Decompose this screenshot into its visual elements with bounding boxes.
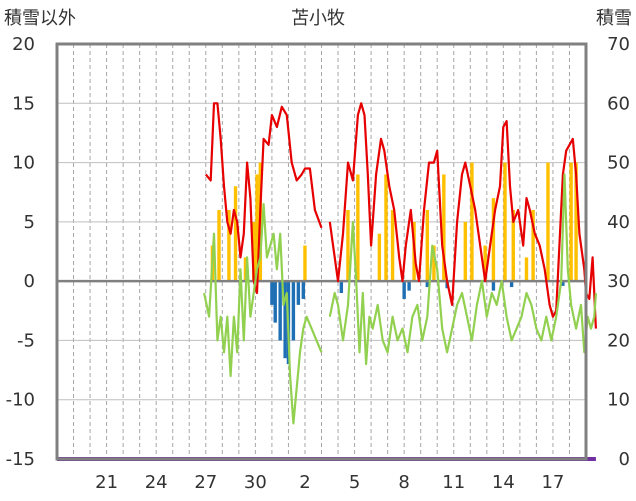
x-tick-label: 24 bbox=[145, 472, 168, 493]
right-tick-label: 40 bbox=[607, 212, 630, 233]
left-tick-label: -15 bbox=[6, 449, 35, 470]
left-tick-label: 5 bbox=[24, 212, 35, 233]
x-tick-label: 27 bbox=[194, 472, 217, 493]
x-tick-label: 21 bbox=[95, 472, 118, 493]
left-tick-label: -5 bbox=[17, 330, 35, 351]
bar bbox=[301, 281, 306, 299]
bar bbox=[511, 210, 515, 282]
left-tick-label: 10 bbox=[12, 153, 35, 174]
x-tick-label: 8 bbox=[398, 472, 409, 493]
bar bbox=[346, 210, 350, 282]
bar bbox=[296, 281, 301, 305]
bar bbox=[390, 210, 395, 282]
bar bbox=[384, 174, 388, 282]
max-line-segment bbox=[328, 102, 597, 329]
bar bbox=[432, 245, 436, 282]
bar bbox=[470, 162, 474, 282]
bar bbox=[303, 245, 307, 282]
right-tick-label: 30 bbox=[607, 271, 630, 292]
min-line-segment bbox=[328, 173, 597, 366]
bar bbox=[402, 281, 406, 299]
right-tick-label: 70 bbox=[607, 34, 630, 55]
bar bbox=[407, 281, 411, 291]
bar bbox=[509, 281, 514, 288]
bar bbox=[574, 162, 578, 282]
right-tick-label: 0 bbox=[619, 449, 630, 470]
bar bbox=[561, 281, 565, 286]
bars bbox=[210, 162, 578, 365]
bar bbox=[233, 186, 238, 282]
left-tick-label: 20 bbox=[12, 34, 35, 55]
bar bbox=[483, 245, 487, 282]
bar bbox=[252, 221, 256, 282]
bar bbox=[278, 281, 282, 341]
bar bbox=[491, 198, 496, 282]
left-tick-label: -10 bbox=[6, 390, 35, 411]
left-tick-label: 0 bbox=[24, 271, 35, 292]
right-tick-label: 60 bbox=[607, 93, 630, 114]
bar bbox=[283, 281, 287, 359]
bar bbox=[531, 210, 535, 282]
right-tick-label: 10 bbox=[607, 390, 630, 411]
bar bbox=[227, 210, 231, 282]
left-axis-label: 積雪以外 bbox=[4, 8, 76, 29]
right-tick-label: 50 bbox=[607, 153, 630, 174]
x-tick-label: 30 bbox=[244, 472, 267, 493]
x-tick-label: 2 bbox=[299, 472, 310, 493]
bar bbox=[442, 174, 446, 282]
bar bbox=[377, 233, 382, 282]
x-tick-label: 11 bbox=[442, 472, 465, 493]
chart-title: 苫小牧 bbox=[291, 8, 345, 29]
bar bbox=[255, 174, 259, 282]
bar bbox=[491, 281, 496, 291]
right-axis-label: 積雪 bbox=[596, 8, 632, 29]
bar bbox=[524, 257, 529, 282]
bar bbox=[291, 281, 296, 341]
plot-frame bbox=[55, 42, 588, 461]
bar bbox=[569, 162, 573, 282]
x-tick-label: 17 bbox=[541, 472, 564, 493]
bar bbox=[425, 210, 429, 282]
bar bbox=[463, 221, 468, 282]
left-tick-label: 15 bbox=[12, 93, 35, 114]
bar bbox=[217, 210, 221, 282]
bar bbox=[356, 174, 360, 282]
bar bbox=[339, 281, 344, 293]
bar bbox=[243, 257, 248, 282]
bar bbox=[270, 281, 274, 305]
bar bbox=[546, 162, 550, 282]
min-line-segment bbox=[203, 203, 323, 425]
bar bbox=[503, 162, 507, 282]
bar bbox=[273, 281, 277, 323]
right-tick-label: 20 bbox=[607, 330, 630, 351]
bar bbox=[425, 281, 429, 288]
x-tick-label: 14 bbox=[492, 472, 515, 493]
x-tick-label: 5 bbox=[349, 472, 360, 493]
